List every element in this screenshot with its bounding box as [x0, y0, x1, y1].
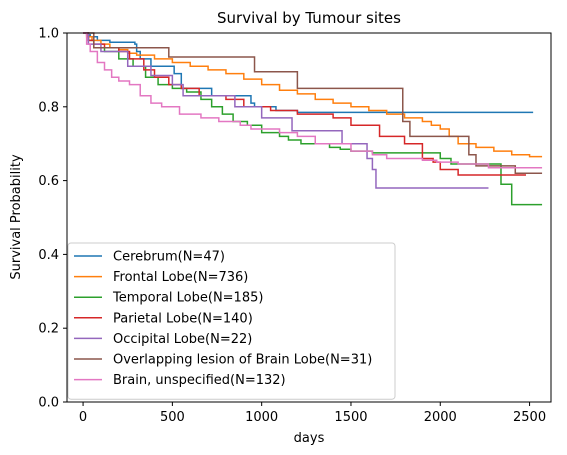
legend-entry: Parietal Lobe(N=140) — [113, 311, 253, 326]
chart-title: Survival by Tumour sites — [217, 9, 401, 27]
y-tick-label: 0.6 — [38, 174, 59, 189]
x-tick-label: 2000 — [424, 410, 457, 425]
plot-lines — [83, 32, 543, 206]
legend-entry: Cerebrum(N=47) — [113, 250, 225, 265]
y-axis-label: Survival Probability — [9, 154, 24, 280]
plot-frame — [66, 32, 552, 403]
legend-entry: Temporal Lobe(N=185) — [112, 291, 263, 306]
legend-entry: Frontal Lobe(N=736) — [113, 270, 248, 285]
series-line-7 — [83, 32, 543, 169]
x-axis-ticks: 0 500 1000 1500 2000 2500 — [79, 402, 546, 425]
legend: Cerebrum(N=47) Frontal Lobe(N=736) Tempora… — [67, 242, 396, 400]
legend-entry: Overlapping lesion of Brain Lobe(N=31) — [113, 353, 372, 368]
y-tick-label: 0.2 — [38, 322, 59, 337]
x-tick-label: 1000 — [245, 410, 278, 425]
x-tick-label: 1500 — [334, 410, 367, 425]
x-tick-label: 500 — [160, 410, 185, 425]
series-line-4 — [83, 32, 526, 176]
y-tick-label: 0.4 — [38, 248, 59, 263]
x-axis-label: days — [294, 431, 325, 446]
y-axis-ticks: 0.0 0.2 0.4 0.6 0.8 1.0 — [38, 27, 67, 411]
series-line-6 — [83, 32, 543, 174]
y-tick-label: 0.8 — [38, 100, 59, 115]
y-tick-label: 1.0 — [38, 27, 59, 42]
legend-box — [67, 242, 396, 400]
x-tick-label: 0 — [79, 410, 87, 425]
x-tick-label: 2500 — [513, 410, 546, 425]
legend-entry: Brain, unspecified(N=132) — [113, 373, 286, 388]
series-line-5 — [83, 32, 489, 189]
legend-entry: Occipital Lobe(N=22) — [113, 332, 252, 347]
y-tick-label: 0.0 — [38, 396, 59, 411]
